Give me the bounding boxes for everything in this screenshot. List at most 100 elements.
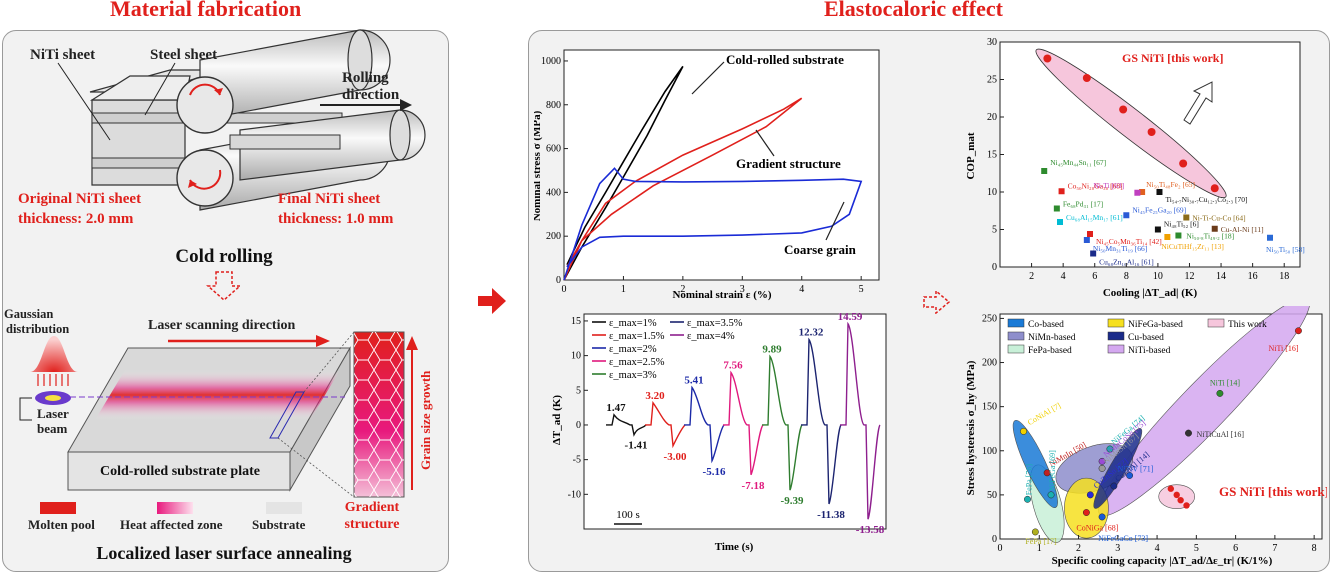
stress-strain-frame <box>563 49 880 281</box>
label-gradient: Gradient <box>345 500 400 515</box>
literature-label: FePa [76] <box>1024 464 1033 496</box>
hysteresis-xlabel: Specific cooling capacity |ΔT_ad/Δε_tr| … <box>1052 555 1273 567</box>
this-work-ellipse <box>1035 48 1227 199</box>
literature-point <box>1185 429 1192 437</box>
literature-point <box>1053 205 1060 212</box>
label-substrate-plate: Cold-rolled substrate plate <box>100 464 260 479</box>
cool-label: -13.58 <box>856 524 885 536</box>
stress-strain-ylabel: Nominal stress σ (MPa) <box>534 110 543 221</box>
literature-point <box>1164 234 1171 240</box>
red-arrow-right <box>478 288 506 314</box>
x-tick-label: 5 <box>1194 543 1199 554</box>
literature-label: FePa [17] <box>1025 537 1057 546</box>
y-tick-label: 5 <box>576 385 581 396</box>
legend-label: ε_max=3.5% <box>687 318 743 329</box>
literature-label: Ni₄₅Mn₄₄Sn₁₁ [67] <box>1050 158 1106 167</box>
legend-substrate-label: Substrate <box>252 517 306 532</box>
y-tick-label: 50 <box>987 490 997 501</box>
literature-label: Ni-Ti [63] <box>1093 181 1124 190</box>
legend-molten-swatch <box>40 502 76 514</box>
x-tick-label: 0 <box>562 284 567 295</box>
temperature-curve <box>645 400 686 449</box>
cool-label: -1.41 <box>625 440 648 452</box>
y-tick-label: 0 <box>556 275 561 286</box>
literature-point <box>1086 491 1094 499</box>
x-tick-label: 7 <box>1272 543 1277 554</box>
x-tick-label: 1 <box>621 284 626 295</box>
annotation-coarse: Coarse grain <box>784 242 857 257</box>
y-tick-label: 15 <box>987 150 997 161</box>
literature-point <box>1098 457 1106 465</box>
y-tick-label: 10 <box>987 187 997 198</box>
literature-point <box>1134 189 1141 196</box>
cool-label: -9.39 <box>781 495 804 507</box>
x-tick-label: 8 <box>1124 271 1129 282</box>
y-tick-label: 30 <box>987 37 997 48</box>
stress-strain-curve <box>563 167 863 281</box>
legend-swatch <box>1007 331 1025 341</box>
y-tick-label: 800 <box>546 100 561 111</box>
legend-label: ε_max=3% <box>609 370 657 381</box>
label-distribution: distribution <box>6 322 69 336</box>
temperature-curve <box>723 370 764 476</box>
y-tick-label: 150 <box>982 402 997 413</box>
x-tick-label: 6 <box>1092 271 1097 282</box>
x-tick-label: 14 <box>1216 271 1226 282</box>
literature-label: CoNiGa [68] <box>1076 524 1118 533</box>
literature-label: Cu-Al-Ni [11] <box>1221 225 1264 234</box>
legend-swatch <box>1207 318 1225 328</box>
x-tick-label: 2 <box>1076 543 1081 554</box>
literature-point <box>1154 226 1161 233</box>
legend-label: ε_max=2.5% <box>609 357 665 368</box>
legend-substrate-swatch <box>266 502 302 514</box>
literature-point <box>1090 250 1097 257</box>
label-original-thickness: thickness: 2.0 mm <box>18 211 134 227</box>
temperature-curve <box>801 337 842 505</box>
literature-point <box>1082 509 1090 516</box>
x-tick-label: 3 <box>1115 543 1120 554</box>
y-tick-label: 25 <box>987 75 997 86</box>
temperature-xlabel: Time (s) <box>715 541 754 553</box>
y-tick-label: 0 <box>576 420 581 431</box>
literature-label: NiTi [14] <box>1210 378 1240 387</box>
x-tick-label: 8 <box>1312 543 1317 554</box>
label-niti-sheet: NiTi sheet <box>30 47 95 63</box>
temperature-curve <box>840 321 881 520</box>
label-laser: Laser <box>37 406 69 421</box>
label-rolling: Rolling <box>342 70 389 86</box>
stress-strain-curve <box>563 97 803 281</box>
literature-label: Cu₆₈Zn₁₆Al₁₆ [61] <box>1099 258 1154 267</box>
improvement-arrow <box>1183 81 1213 125</box>
cop-xlabel: Cooling |ΔT_ad| (K) <box>1103 287 1198 299</box>
x-tick-label: 3 <box>740 284 745 295</box>
literature-point <box>1126 472 1134 479</box>
temperature-curve <box>762 354 803 491</box>
heat-label: 12.32 <box>799 327 824 339</box>
label-grain-growth: Grain size growth <box>418 370 433 470</box>
legend-label: ε_max=1.5% <box>609 331 665 342</box>
literature-point <box>1123 212 1130 219</box>
literature-point <box>1211 225 1218 232</box>
literature-point <box>1175 232 1182 239</box>
hysteresis-ylabel: Stress hysteresis σ_hy (MPa) <box>965 360 977 495</box>
temperature-frame <box>583 313 887 530</box>
literature-label: Ni₄₅Fe₂₅Ga₂₀ [69] <box>1132 205 1186 214</box>
down-arrow <box>206 271 242 301</box>
label-cold-rolling: Cold rolling <box>175 246 273 267</box>
label-structure: structure <box>345 517 400 532</box>
y-tick-label: 0 <box>992 534 997 545</box>
y-tick-label: 5 <box>992 225 997 236</box>
temperature-chart: -10 -5 0 5 10 15 1.47 -1.41 3.20 -3.00 5.41 -5.16 7… <box>551 311 887 553</box>
label-original-sheet: Original NiTi sheet <box>18 191 141 207</box>
y-tick-label: 200 <box>546 231 561 242</box>
gaussian-profile <box>30 336 78 372</box>
literature-point <box>1043 469 1051 477</box>
this-work-point <box>1119 105 1128 114</box>
label-final-thickness: thickness: 1.0 mm <box>278 211 394 227</box>
y-tick-label: 10 <box>571 351 581 362</box>
stress-strain-xlabel: Nominal strain ε (%) <box>672 289 771 301</box>
this-work-point <box>1173 491 1180 499</box>
literature-point <box>1020 427 1028 435</box>
this-work-point <box>1177 496 1184 504</box>
literature-label: NiCuTiHf₁₅Zr₁₁ [13] <box>1161 242 1223 251</box>
